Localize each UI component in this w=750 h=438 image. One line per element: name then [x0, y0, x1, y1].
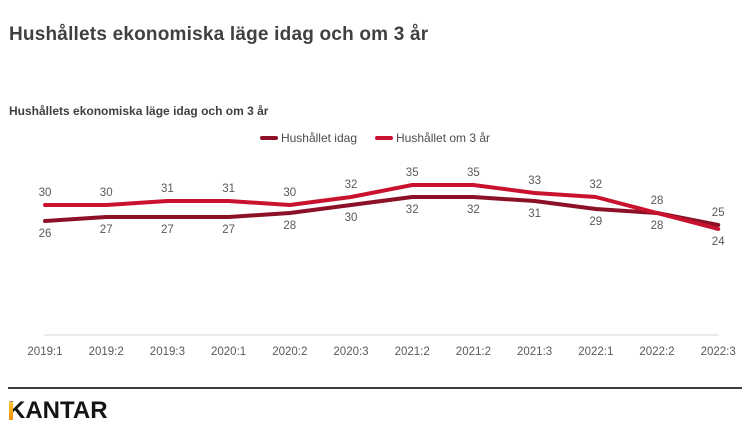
- data-point-label: 26: [39, 228, 52, 240]
- footer-divider: [8, 387, 742, 389]
- data-point-label: 32: [589, 179, 602, 191]
- legend-swatch-om-3-ar-icon: [375, 136, 393, 140]
- data-point-label: 31: [528, 208, 541, 220]
- data-point-label: 27: [161, 224, 174, 236]
- x-axis-tick-label: 2020:2: [272, 346, 307, 358]
- x-axis-tick-label: 2022:1: [578, 346, 613, 358]
- legend-item-hushallet-om-3-ar: Hushållet om 3 år: [375, 131, 490, 145]
- data-point-label: 31: [222, 183, 235, 195]
- legend-label: Hushållet idag: [280, 131, 357, 145]
- page-title: Hushållets ekonomiska läge idag och om 3…: [9, 24, 429, 45]
- legend-item-hushallet-idag: Hushållet idag: [259, 131, 357, 145]
- kantar-logo: KANTAR: [8, 398, 108, 424]
- x-axis-tick-label: 2020:1: [211, 346, 246, 358]
- data-point-label: 30: [283, 187, 296, 199]
- series-line-om-3-ar: [43, 183, 721, 231]
- kantar-k-stem-accent: [9, 402, 13, 420]
- series-line-idag: [43, 195, 721, 227]
- data-point-label: 31: [161, 183, 174, 195]
- data-point-label: 24: [712, 236, 725, 248]
- chart-heading: Hushållets ekonomiska läge idag och om 3…: [9, 104, 269, 118]
- data-point-label: 28: [283, 220, 296, 232]
- x-axis-tick-label: 2022:2: [639, 346, 674, 358]
- data-point-label: 32: [345, 179, 358, 191]
- x-axis-tick-label: 2021:3: [517, 346, 552, 358]
- data-point-label: 29: [589, 216, 602, 228]
- data-point-label: 28: [651, 220, 664, 232]
- x-axis-tick-label: 2021:2: [395, 346, 430, 358]
- x-axis-tick-label: 2019:2: [89, 346, 124, 358]
- legend-label: Hushållet om 3 år: [396, 131, 491, 145]
- data-point-label: 35: [467, 167, 480, 179]
- x-axis-tick-label: 2022:3: [701, 346, 736, 358]
- data-point-label: 25: [712, 207, 725, 219]
- data-point-label: 28: [651, 195, 664, 207]
- data-point-label: 30: [39, 187, 52, 199]
- data-point-label: 35: [406, 167, 419, 179]
- x-axis-tick-label: 2019:1: [27, 346, 62, 358]
- data-point-label: 32: [406, 204, 419, 216]
- data-point-label: 32: [467, 204, 480, 216]
- x-axis-tick-label: 2019:3: [150, 346, 185, 358]
- data-point-label: 33: [528, 175, 541, 187]
- data-point-label: 30: [100, 187, 113, 199]
- x-axis-tick-label: 2020:3: [333, 346, 368, 358]
- x-axis-tick-label: 2021:2: [456, 346, 491, 358]
- data-point-label: 27: [100, 224, 113, 236]
- legend-swatch-idag-icon: [259, 136, 278, 140]
- data-point-label: 30: [345, 212, 358, 224]
- data-point-label: 27: [222, 224, 235, 236]
- kantar-logo-text: KANTAR: [8, 397, 108, 424]
- chart-legend: Hushållet idag Hushållet om 3 år: [0, 131, 750, 145]
